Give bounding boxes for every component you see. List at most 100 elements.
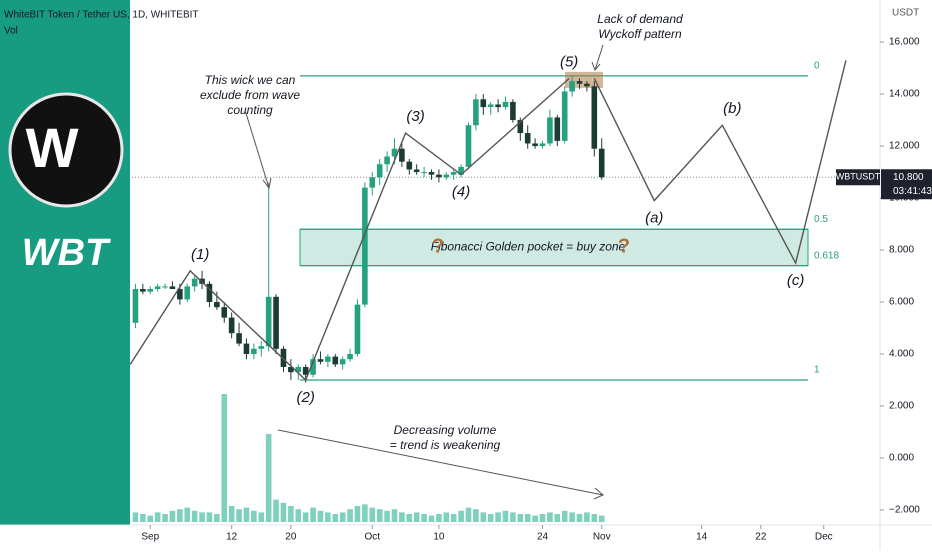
candle-body <box>147 289 154 292</box>
wave-label: (5) <box>560 53 578 70</box>
arrow <box>591 44 604 71</box>
wave-label: (3) <box>406 108 424 125</box>
volume-bar <box>450 514 457 522</box>
y-tick-label: 8.000 <box>889 245 914 256</box>
volume-bar <box>517 514 524 522</box>
y-tick-label: 4.000 <box>889 349 914 360</box>
candle-body <box>406 161 413 170</box>
x-tick-label: Nov <box>593 532 611 543</box>
candle-body <box>495 104 501 108</box>
annotation: = trend is weakening <box>390 438 501 452</box>
candle-body <box>169 286 176 290</box>
zone-icon: ? <box>618 236 630 258</box>
candle-body <box>265 296 272 347</box>
volume-bar <box>236 509 242 522</box>
candle-body <box>162 286 168 288</box>
candle-body <box>273 296 279 349</box>
volume-bar <box>502 510 509 522</box>
volume-bar <box>147 515 154 522</box>
wave-label: (b) <box>723 100 741 117</box>
y-tick-label: 16.000 <box>889 37 920 48</box>
plot: 0 0.5 0.618 1 Fibonacci Golden pocket = buy … <box>0 12 880 522</box>
candle-body <box>177 289 183 300</box>
annotation: Lack of demand <box>597 12 683 26</box>
volume-bar <box>473 509 479 522</box>
volume-bar <box>169 510 176 522</box>
candle-body <box>369 177 376 188</box>
volume-bar <box>391 509 398 522</box>
volume-bar <box>384 510 390 522</box>
volume-bar <box>140 514 146 522</box>
logo-letter: W <box>26 116 79 179</box>
x-tick-label: 20 <box>285 532 297 543</box>
arrows <box>244 44 604 500</box>
volume-bar <box>362 504 368 522</box>
volume-bar <box>280 502 287 522</box>
candle-body <box>354 304 361 354</box>
volume-bar <box>332 514 339 522</box>
annotation: Decreasing volume <box>394 423 497 437</box>
volume-bar <box>569 512 575 522</box>
currency: USDT <box>892 8 919 19</box>
candle-body <box>502 101 509 108</box>
volume-bar <box>258 512 265 522</box>
volume-bar <box>584 512 590 522</box>
volume-bar <box>339 512 346 522</box>
volume-bar <box>228 506 235 522</box>
volume-bar <box>376 509 383 522</box>
candle-body <box>206 283 213 303</box>
candle-body <box>436 174 442 178</box>
candle-body <box>391 148 398 157</box>
candle-body <box>258 346 265 349</box>
x-tick-label: 24 <box>537 532 549 543</box>
volume-bar <box>428 515 435 522</box>
fib-label: 0.5 <box>814 214 828 225</box>
candle-body <box>132 289 139 323</box>
candle-body <box>347 353 353 360</box>
candle-body <box>428 172 435 175</box>
candle-body <box>339 359 346 365</box>
volume-bar <box>554 514 561 522</box>
candle-body <box>413 169 420 173</box>
volume-bar <box>265 434 272 522</box>
brand-name: WBT <box>22 232 111 274</box>
volume-bar <box>354 506 361 522</box>
volume-bar <box>443 512 450 522</box>
candle-body <box>591 86 598 149</box>
x-tick-label: Sep <box>141 532 159 543</box>
volume-bar <box>458 510 464 522</box>
volume-title: Vol <box>4 26 18 37</box>
wave-count-line <box>129 77 570 382</box>
annotation: This wick we can <box>205 73 296 87</box>
symbol-label: WBTUSDT <box>836 172 881 182</box>
volume-bar <box>561 510 568 522</box>
candle-body <box>561 91 568 141</box>
candle-body <box>302 366 309 375</box>
logo <box>8 92 124 208</box>
volume-bar <box>191 510 198 522</box>
wave-label: (c) <box>787 272 805 289</box>
candle-body <box>154 286 161 290</box>
candle-body <box>362 187 368 305</box>
volume-bar <box>295 509 302 522</box>
volume-bar <box>369 507 376 522</box>
candle-body <box>547 117 553 144</box>
volume-bar <box>347 509 353 522</box>
candle-body <box>539 143 546 147</box>
price-box <box>881 169 932 200</box>
volume-bar <box>480 512 487 522</box>
x-tick-label: 10 <box>433 532 445 543</box>
volume-bar <box>547 512 553 522</box>
price-label: 10.800 <box>893 172 924 183</box>
y-tick-label: 0.000 <box>889 453 914 464</box>
candle-body <box>376 164 383 178</box>
volume-bar <box>177 509 183 522</box>
candle-body <box>280 348 287 367</box>
candle-body <box>480 99 487 108</box>
y-tick-label: 14.000 <box>889 89 920 100</box>
golden-pocket <box>299 228 809 267</box>
volume-bar <box>576 514 583 522</box>
candle-body <box>325 356 331 362</box>
